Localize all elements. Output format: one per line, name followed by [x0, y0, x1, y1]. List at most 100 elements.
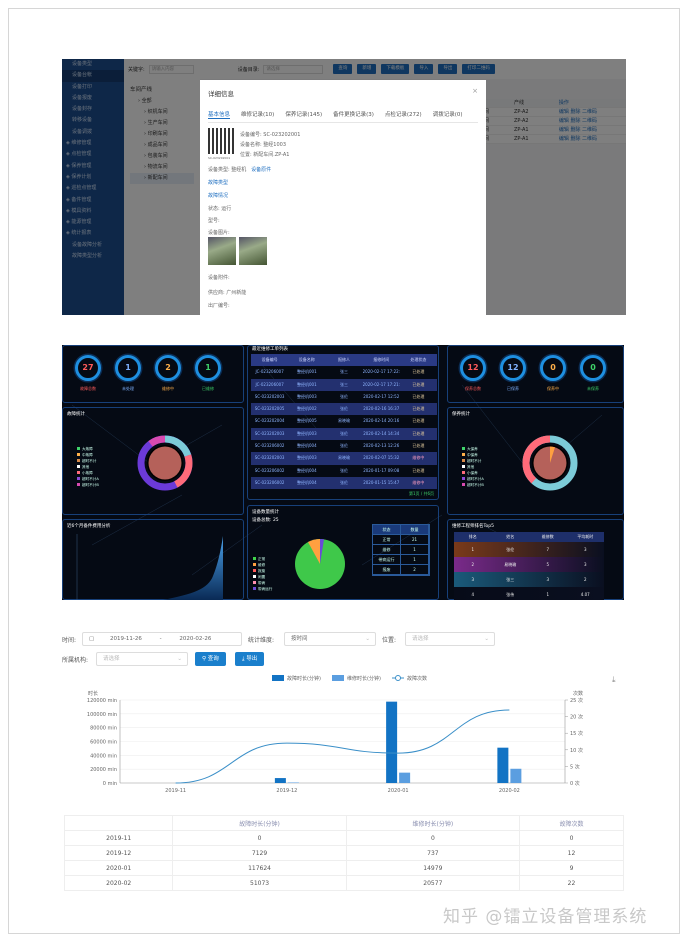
bar — [274, 778, 286, 783]
legend-item[interactable]: 其他 — [462, 464, 484, 470]
legend-item[interactable]: 超时不计A — [462, 476, 484, 482]
column-header — [63, 815, 174, 831]
modal-tab[interactable]: 点检记录(272) — [384, 112, 422, 118]
granularity-select[interactable]: 按时间 ⌄ — [284, 632, 376, 646]
legend-item[interactable]: 报废 — [253, 568, 272, 574]
granularity-value: 按时间 — [291, 636, 308, 642]
table-row: 2019-11 0 0 0 — [63, 830, 624, 846]
legend-label: 小故障 — [82, 471, 93, 475]
legend-item[interactable]: 超时不计 — [77, 458, 99, 464]
y-axis-title: 时长 — [88, 690, 98, 697]
table-row[interactable]: SC-023206002 整经机004 张伦 2020-02-13 12:26 已处理 — [251, 440, 437, 452]
parts-cost-area-chart — [76, 534, 223, 600]
date-range-picker[interactable]: ▢ 2019-11-26 - 2020-02-26 — [82, 632, 242, 646]
download-icon[interactable]: ⤓ — [612, 675, 616, 684]
modal-tab[interactable]: 基本信息 — [208, 112, 231, 119]
table-cell: 20577 — [345, 875, 521, 891]
legend-item[interactable]: 闲置 — [253, 574, 272, 580]
modal-tab[interactable]: 维修记录(10) — [241, 112, 275, 118]
table-cell: 1 — [471, 547, 475, 552]
table-row[interactable]: JC-023206007 整经机001 张三 2020-02-17 17:21:55 已… — [251, 378, 437, 391]
time-label: 时间: — [62, 637, 77, 644]
equipment-photo[interactable] — [208, 237, 236, 265]
fault-status-link[interactable]: 故障情况 — [208, 193, 229, 199]
equipment-total: 设备总数: 25 — [252, 518, 279, 523]
table-row[interactable]: SC-023202003 整经机003 张伦 2020-02-17 12:52 已处理 — [251, 391, 437, 403]
legend-item[interactable]: 正常 — [253, 556, 272, 562]
column-header: 状态 — [373, 525, 401, 534]
table-cell: 2020-02 — [63, 875, 174, 891]
table-cell: SC-023202003 — [254, 455, 285, 461]
legend-item[interactable]: 超时不计B — [77, 482, 99, 488]
y2-tick-label: 15 次 — [570, 730, 583, 737]
table-row[interactable]: SC-023202003 整经机003 张伦 2020-02-14 14:34 已处理 — [251, 427, 437, 441]
legend-item[interactable]: 小故障 — [77, 470, 99, 476]
maintenance-stats-panel: 保养统计 大保养 中保养 超时不计 其他 小保养 超时不计A 超时不计B — [447, 407, 624, 515]
legend-label: 维修时长(分钟) — [347, 675, 381, 682]
legend-item[interactable]: 维修 — [253, 562, 272, 568]
table-row[interactable]: SC-023202003 整经机003 易晓瑜 2020-02-07 15:32 维修中 — [251, 452, 437, 465]
table-cell: SC-023206002 — [254, 467, 285, 473]
legend-item[interactable]: 超时不计 — [462, 458, 484, 464]
table-row: 2 易晓瑜 5 3 — [454, 557, 604, 572]
repair-orders-table: 设备编号 设备名称 报修人 报修时间 处理状态 JC-023206007 整经机001 张三 2… — [251, 354, 437, 490]
query-button[interactable]: ⚲ 查询 — [195, 652, 226, 666]
stat-ring: 0 — [540, 355, 566, 381]
table-row[interactable]: SC-023202005 整经机002 张伦 2020-02-16 16:37 已处理 — [251, 403, 437, 416]
equipment-pie-chart — [295, 538, 345, 589]
fault-type-link[interactable]: 故障类型 — [208, 180, 229, 186]
legend-item[interactable]: 其他 — [77, 464, 99, 470]
table-row[interactable]: SC-023202004 整经机005 易晓瑜 2020-02-14 20:16 已处理 — [251, 415, 437, 427]
table-cell: 张伟 — [506, 592, 515, 597]
legend-item[interactable]: 超时不计B — [462, 482, 484, 488]
legend-item[interactable]: 大故障 — [77, 446, 99, 452]
table-cell: 14979 — [345, 860, 521, 876]
legend-label: 带病运行 — [258, 587, 273, 591]
close-icon[interactable]: × — [472, 87, 478, 95]
org-select[interactable]: 请选择 ⌄ — [96, 652, 188, 666]
qr-code-icon — [208, 128, 234, 154]
stat-ring: 12 — [460, 355, 486, 381]
table-cell: 报废 — [373, 565, 401, 574]
stat-ring: 0 — [580, 355, 606, 381]
query-label: 查询 — [207, 656, 219, 662]
equipment-count-panel: 设备数量统计 设备总数: 25 正常 维修 报废 闲置 带病 带病运行 状态 数量 正常 21 维… — [247, 505, 439, 600]
stat-ring-label: 未保养 — [587, 386, 599, 391]
table-cell: 张伦 — [340, 393, 348, 399]
modal-tab[interactable]: 保养记录(145) — [285, 112, 323, 118]
export-button[interactable]: ⤓ 导出 — [235, 652, 265, 666]
column-header: 设备名称 — [298, 357, 315, 362]
legend-item[interactable]: 大保养 — [462, 446, 484, 452]
table-row[interactable]: SC-023206002 整经机004 张伦 2020-01-17 09:08 已处理 — [251, 465, 437, 477]
table-cell: 已处理 — [412, 393, 425, 399]
table-row: 维修 1 — [373, 545, 429, 555]
table-cell: 张三 — [340, 381, 348, 387]
table-cell: 张伦 — [340, 443, 348, 449]
legend-item[interactable]: 超时不计A — [77, 476, 99, 482]
legend-swatch — [462, 483, 465, 486]
table-row[interactable]: JC-023206007 整经机001 张三 2020-02-17 17:22:41 已… — [251, 366, 437, 378]
field-supplier: 供应商: 广州新能 — [208, 290, 247, 296]
table-cell: 2 — [471, 562, 475, 567]
location-select[interactable]: 请选择 ⌄ — [405, 632, 495, 646]
legend-item[interactable]: 中保养 — [462, 452, 484, 458]
legend-item[interactable]: 带病 — [253, 580, 272, 586]
legend-item[interactable]: 带病运行 — [253, 586, 272, 592]
panel-title: 保养统计 — [452, 412, 470, 417]
table-cell: 3 — [583, 562, 587, 567]
table-cell: 整经机001 — [296, 381, 317, 387]
table-row[interactable]: SC-023206002 整经机004 张伦 2020-01-15 15:47 维修中 — [251, 476, 437, 490]
equipment-photo[interactable] — [239, 237, 267, 265]
table-cell: SC-023206002 — [254, 443, 285, 449]
legend-label: 故障次数 — [407, 675, 427, 682]
equipment-parts-link[interactable]: 设备原件 — [251, 167, 272, 173]
modal-tab[interactable]: 备件更换记录(3) — [333, 112, 374, 118]
legend-label: 超时不计 — [467, 459, 482, 463]
pagination[interactable]: 第1页 / 共6页 — [409, 491, 434, 496]
legend-item[interactable]: 小保养 — [462, 470, 484, 476]
table-row: 报废 2 — [373, 565, 429, 575]
stat-ring: 27 — [75, 355, 101, 381]
modal-tab[interactable]: 调拨记录(0) — [432, 112, 463, 118]
legend-item[interactable]: 中故障 — [77, 452, 99, 458]
